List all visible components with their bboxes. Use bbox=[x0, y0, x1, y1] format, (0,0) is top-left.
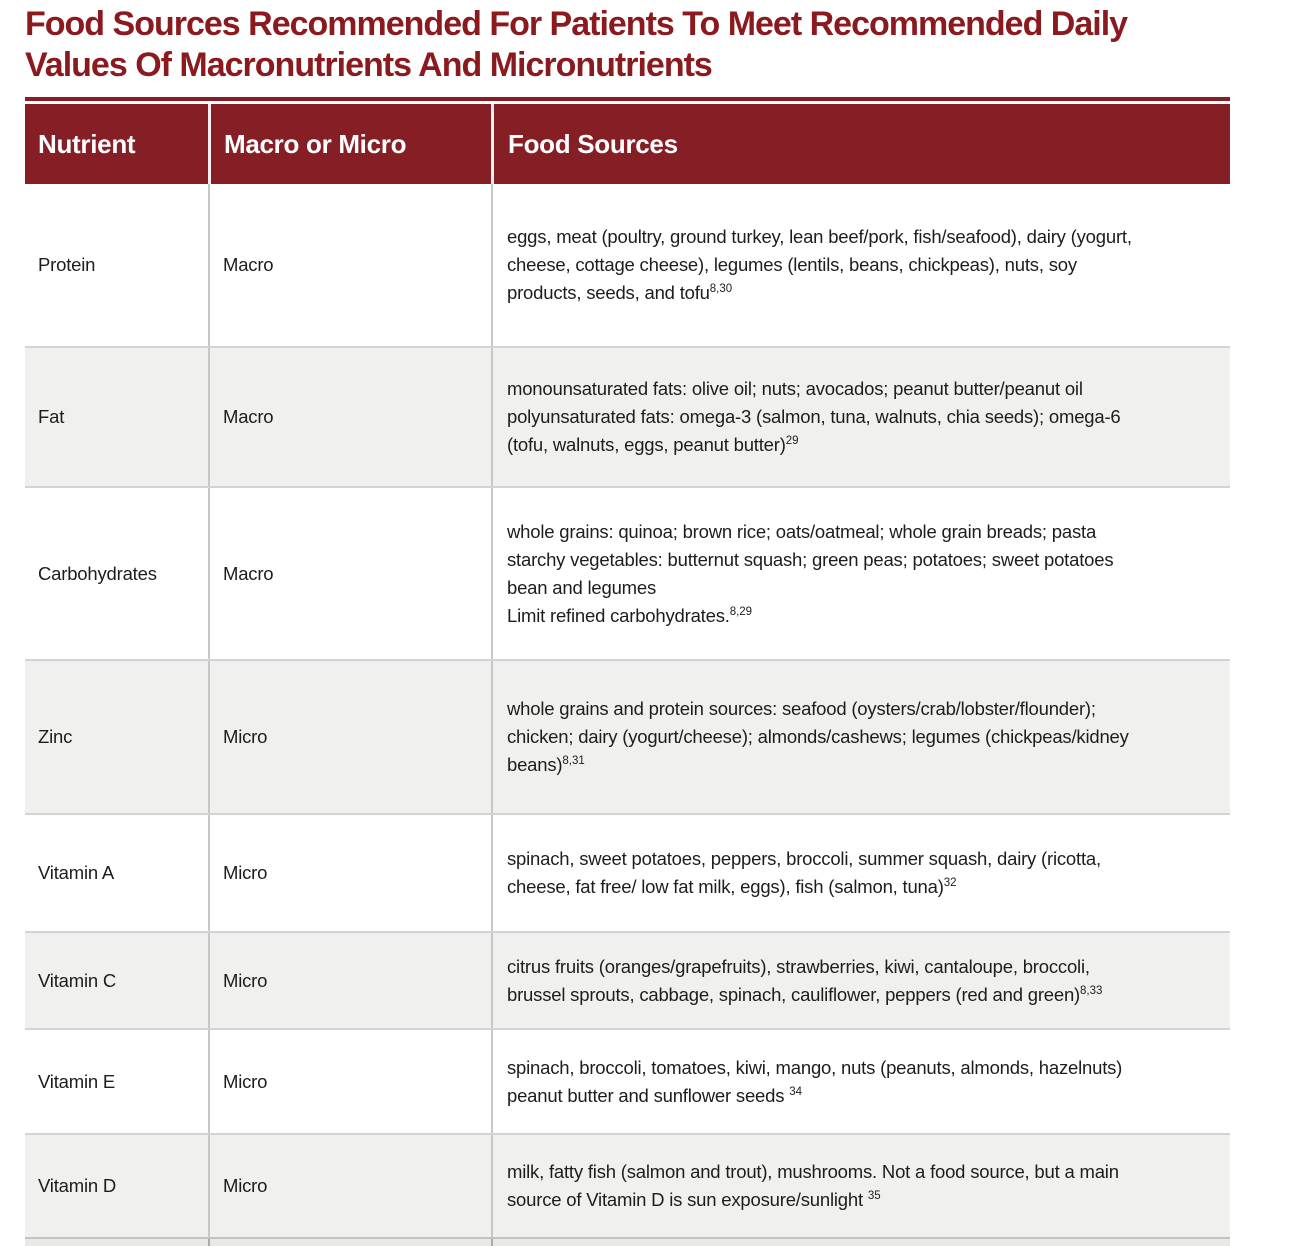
food-sources-line: cheese, cottage cheese), legumes (lentil… bbox=[507, 254, 1077, 275]
food-sources-cell: eggs, meat (poultry, ground turkey, lean… bbox=[491, 184, 1230, 346]
page-title: Food Sources Recommended For Patients To… bbox=[25, 5, 1128, 84]
table-top-gap bbox=[25, 101, 1230, 104]
cutoff-next-row bbox=[25, 1237, 1230, 1246]
food-sources-cell: spinach, broccoli, tomatoes, kiwi, mango… bbox=[491, 1030, 1230, 1133]
category-cell: Micro bbox=[208, 1135, 491, 1237]
nutrient-cell: Zinc bbox=[38, 726, 73, 747]
food-sources-line: polyunsaturated fats: omega-3 (salmon, t… bbox=[507, 406, 1121, 427]
food-sources-line: peanut butter and sunflower seeds 34 bbox=[507, 1084, 802, 1106]
food-sources-line: products, seeds, and tofu8,30 bbox=[507, 282, 733, 303]
column-header-food-sources: Food Sources bbox=[491, 104, 1230, 184]
category-cell: Macro bbox=[208, 348, 491, 486]
food-sources-line: whole grains: quinoa; brown rice; oats/o… bbox=[507, 520, 1097, 542]
food-sources-line: (tofu, walnuts, eggs, peanut butter)29 bbox=[507, 434, 799, 455]
food-sources-line: spinach, sweet potatoes, peppers, brocco… bbox=[507, 848, 1101, 869]
table-header-row: Nutrient Macro or Micro Food Sources bbox=[25, 104, 1230, 184]
category-cell: Micro bbox=[208, 815, 491, 931]
food-sources-cell: spinach, sweet potatoes, peppers, brocco… bbox=[491, 815, 1230, 931]
reference-superscript: 35 bbox=[867, 1189, 881, 1202]
food-sources-cell: citrus fruits (oranges/grapefruits), str… bbox=[491, 933, 1230, 1028]
category-cell: Micro bbox=[208, 1030, 491, 1133]
food-sources-line: cheese, fat free/ low fat milk, eggs), f… bbox=[507, 876, 957, 897]
table-row: Vitamin D Micro milk, fatty fish (salmon a… bbox=[25, 1133, 1230, 1237]
nutrient-cell: Vitamin A bbox=[38, 862, 115, 883]
food-sources-line: spinach, broccoli, tomatoes, kiwi, mango… bbox=[507, 1056, 1123, 1078]
food-sources-cell: whole grains: quinoa; brown rice; oats/o… bbox=[491, 488, 1230, 659]
table-row: Fat Macro monounsaturated fats: olive oil;… bbox=[25, 346, 1230, 486]
reference-superscript: 34 bbox=[789, 1085, 802, 1098]
food-sources-cell: milk, fatty fish (salmon and trout), mus… bbox=[491, 1135, 1230, 1237]
food-sources-line: monounsaturated fats: olive oil; nuts; a… bbox=[507, 378, 1083, 399]
category-cell: Micro bbox=[208, 661, 491, 813]
category-cell: Macro bbox=[208, 488, 491, 659]
nutrient-cell: Vitamin D bbox=[38, 1175, 117, 1196]
table-row: Vitamin C Micro citrus fruits (oranges/gra… bbox=[25, 931, 1230, 1028]
nutrient-cell: Vitamin E bbox=[38, 1070, 116, 1092]
food-sources-line: starchy vegetables: butternut squash; gr… bbox=[507, 548, 1114, 570]
food-sources-line: bean and legumes bbox=[507, 576, 657, 598]
food-sources-line: source of Vitamin D is sun exposure/sunl… bbox=[507, 1189, 881, 1210]
column-header-nutrient: Nutrient bbox=[38, 128, 136, 159]
table-top-rule bbox=[25, 97, 1230, 101]
table-row: Vitamin E Micro spinach, broccoli, tomatoe… bbox=[25, 1028, 1230, 1133]
reference-superscript: 8,33 bbox=[1080, 984, 1103, 997]
food-sources-line: citrus fruits (oranges/grapefruits), str… bbox=[507, 955, 1090, 977]
reference-superscript: 32 bbox=[943, 876, 957, 889]
food-sources-line: brussel sprouts, cabbage, spinach, cauli… bbox=[507, 983, 1103, 1005]
table-row: Protein Macro eggs, meat (poultry, ground … bbox=[25, 184, 1230, 346]
category-cell: Micro bbox=[208, 933, 491, 1028]
nutrient-cell: Protein bbox=[38, 254, 96, 275]
food-sources-cell: whole grains and protein sources: seafoo… bbox=[491, 661, 1230, 813]
reference-superscript: 8,29 bbox=[729, 605, 753, 618]
food-sources-line: eggs, meat (poultry, ground turkey, lean… bbox=[507, 226, 1132, 247]
nutrient-cell: Vitamin C bbox=[38, 969, 117, 991]
nutrient-cell: Carbohydrates bbox=[38, 562, 157, 584]
reference-superscript: 8,30 bbox=[709, 282, 733, 295]
table-row: Carbohydrates Macro whole grains: quinoa; … bbox=[25, 486, 1230, 659]
nutrients-table: Nutrient Macro or Micro Food Sources Pro… bbox=[25, 97, 1230, 1246]
food-sources-line: beans)8,31 bbox=[507, 754, 585, 775]
reference-superscript: 29 bbox=[785, 434, 799, 447]
food-sources-line: Limit refined carbohydrates.8,29 bbox=[507, 604, 753, 626]
reference-superscript: 8,31 bbox=[562, 754, 585, 767]
category-cell: Macro bbox=[208, 184, 491, 346]
table-row: Vitamin A Micro spinach, sweet potatoes, p… bbox=[25, 813, 1230, 931]
table-body: Protein Macro eggs, meat (poultry, ground … bbox=[25, 184, 1230, 1237]
food-sources-cell: monounsaturated fats: olive oil; nuts; a… bbox=[491, 348, 1230, 486]
table-row: Zinc Micro whole grains and protein source… bbox=[25, 659, 1230, 813]
food-sources-line: whole grains and protein sources: seafoo… bbox=[507, 698, 1096, 719]
food-sources-line: chicken; dairy (yogurt/cheese); almonds/… bbox=[507, 726, 1129, 747]
food-sources-line: milk, fatty fish (salmon and trout), mus… bbox=[507, 1161, 1119, 1182]
nutrient-cell: Fat bbox=[38, 406, 65, 427]
column-header-macro-or-micro: Macro or Micro bbox=[208, 104, 491, 184]
